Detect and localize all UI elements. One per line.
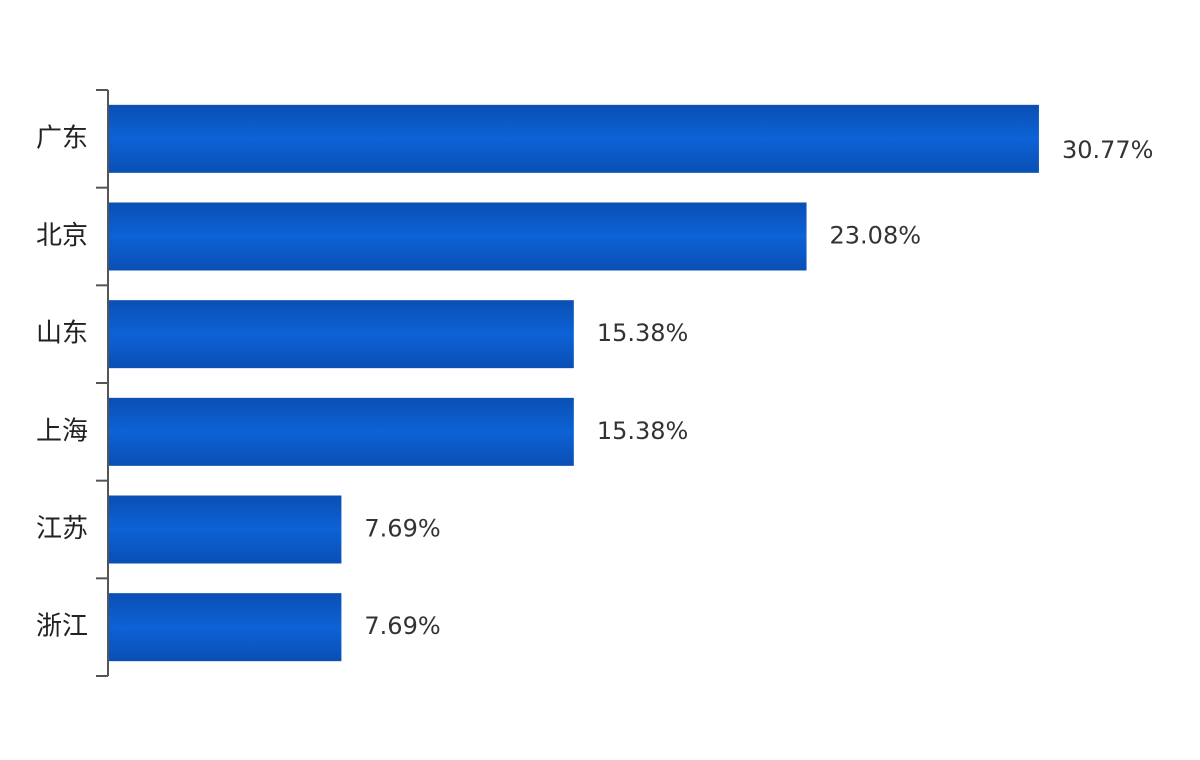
bar (109, 495, 342, 564)
data-label: 30.77% (1062, 136, 1154, 164)
labels: 广东 30.77% 北京 23.08% 山东 15.38% 上海 15.38% 江苏 7.69% 浙… (36, 123, 1153, 641)
bar (109, 202, 807, 271)
category-label: 浙江 (36, 612, 88, 642)
data-label: 15.38% (597, 417, 689, 445)
data-label: 23.08% (830, 222, 922, 250)
data-label: 7.69% (364, 515, 440, 543)
data-label: 15.38% (597, 319, 689, 347)
category-label: 北京 (36, 221, 88, 251)
category-label: 山东 (36, 319, 88, 349)
category-label: 上海 (36, 416, 88, 446)
category-label: 江苏 (36, 514, 88, 544)
bar (109, 397, 574, 466)
category-label: 广东 (36, 123, 88, 153)
bars (109, 104, 1039, 662)
data-label: 7.69% (364, 612, 440, 640)
bar (109, 593, 342, 662)
bar (109, 104, 1039, 173)
bar (109, 300, 574, 369)
y-axis (96, 89, 109, 677)
